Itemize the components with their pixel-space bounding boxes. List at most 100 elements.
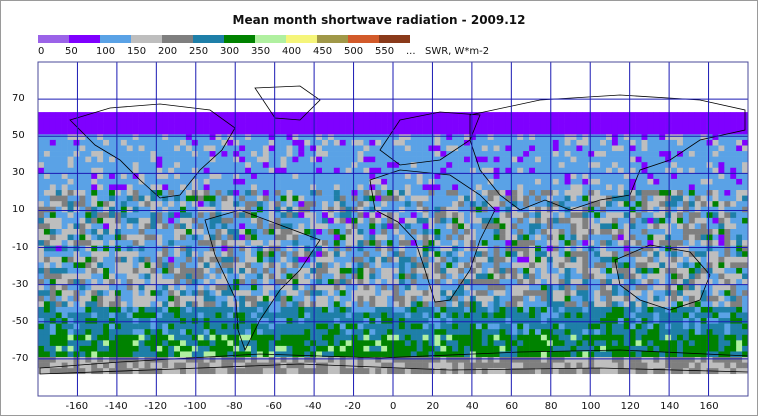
heatmap-cell xyxy=(316,301,323,308)
heatmap-cell xyxy=(387,295,394,302)
heatmap-cell xyxy=(505,190,512,196)
heatmap-cell xyxy=(523,301,530,308)
heatmap-cell xyxy=(546,262,554,269)
heatmap-cell xyxy=(564,128,571,135)
heatmap-cell xyxy=(736,145,743,152)
heatmap-cell xyxy=(688,256,696,263)
heatmap-cell xyxy=(256,184,264,191)
heatmap-cell xyxy=(156,329,163,336)
heatmap-cell xyxy=(475,256,483,263)
heatmap-cell xyxy=(594,178,601,185)
heatmap-cell xyxy=(742,312,749,319)
heatmap-cell xyxy=(156,340,163,347)
heatmap-cell xyxy=(464,128,471,135)
heatmap-cell xyxy=(109,217,116,224)
heatmap-cell xyxy=(706,251,713,258)
heatmap-cell xyxy=(594,190,601,196)
heatmap-cell xyxy=(730,318,737,324)
heatmap-cell xyxy=(635,190,642,196)
heatmap-cell xyxy=(55,256,62,263)
heatmap-cell xyxy=(493,112,500,118)
heatmap-cell xyxy=(736,306,743,313)
heatmap-cell xyxy=(103,262,110,269)
heatmap-cell xyxy=(185,301,193,308)
heatmap-cell xyxy=(126,301,133,308)
heatmap-cell xyxy=(499,201,506,208)
legend-label: ... xyxy=(406,46,416,57)
heatmap-cell xyxy=(251,139,258,146)
heatmap-cell xyxy=(487,267,494,274)
heatmap-cell xyxy=(588,190,595,196)
heatmap-cell xyxy=(564,151,571,157)
heatmap-cell xyxy=(718,151,725,157)
heatmap-cell xyxy=(286,301,293,308)
heatmap-cell xyxy=(700,206,707,213)
heatmap-cell xyxy=(688,195,696,202)
heatmap-cell xyxy=(274,323,281,330)
heatmap-cell xyxy=(280,217,287,224)
heatmap-cell xyxy=(316,173,323,180)
heatmap-cell xyxy=(262,195,270,202)
heatmap-cell xyxy=(481,184,488,191)
heatmap-cell xyxy=(180,312,187,319)
heatmap-cell xyxy=(393,256,400,263)
legend-swatch xyxy=(348,35,379,43)
heatmap-cell xyxy=(529,145,536,152)
heatmap-cell xyxy=(428,295,435,302)
heatmap-cell xyxy=(38,173,45,180)
heatmap-cell xyxy=(718,312,725,319)
heatmap-cell xyxy=(505,117,512,124)
heatmap-cell xyxy=(540,134,548,141)
heatmap-cell xyxy=(256,301,264,308)
heatmap-cell xyxy=(316,201,323,208)
heatmap-cell xyxy=(570,290,577,297)
heatmap-cell xyxy=(339,223,346,230)
heatmap-cell xyxy=(292,156,299,163)
heatmap-cell xyxy=(345,295,352,302)
heatmap-cell xyxy=(251,178,258,185)
heatmap-cell xyxy=(162,262,169,269)
heatmap-cell xyxy=(369,206,376,213)
heatmap-cell xyxy=(540,234,548,241)
heatmap-cell xyxy=(132,139,139,146)
heatmap-cell xyxy=(481,323,488,330)
heatmap-cell xyxy=(150,117,157,124)
heatmap-cell xyxy=(428,306,435,313)
heatmap-cell xyxy=(268,173,275,180)
heatmap-cell xyxy=(469,190,477,196)
heatmap-cell xyxy=(298,240,305,246)
heatmap-cell xyxy=(505,173,512,180)
heatmap-cell xyxy=(517,273,524,280)
heatmap-cell xyxy=(162,139,169,146)
heatmap-cell xyxy=(623,284,630,291)
heatmap-cell xyxy=(197,190,204,196)
heatmap-cell xyxy=(49,184,57,191)
heatmap-cell xyxy=(564,223,571,230)
heatmap-cell xyxy=(635,323,642,330)
heatmap-cell xyxy=(327,112,335,118)
heatmap-cell xyxy=(310,318,317,324)
heatmap-cell xyxy=(487,212,494,219)
heatmap-cell xyxy=(274,301,281,308)
heatmap-cell xyxy=(623,279,630,285)
heatmap-cell xyxy=(262,251,270,258)
heatmap-cell xyxy=(215,334,222,341)
heatmap-cell xyxy=(404,184,412,191)
heatmap-cell xyxy=(120,173,128,180)
heatmap-cell xyxy=(623,184,630,191)
heatmap-cell xyxy=(38,240,45,246)
heatmap-cell xyxy=(576,217,583,224)
heatmap-cell xyxy=(570,279,577,285)
heatmap-cell xyxy=(393,267,400,274)
heatmap-cell xyxy=(339,295,346,302)
heatmap-cell xyxy=(546,190,554,196)
heatmap-cell xyxy=(180,306,187,313)
heatmap-cell xyxy=(304,117,311,124)
heatmap-cell xyxy=(653,212,660,219)
heatmap-cell xyxy=(742,145,749,152)
heatmap-cell xyxy=(126,229,133,235)
heatmap-cell xyxy=(339,167,346,174)
heatmap-cell xyxy=(268,329,275,336)
heatmap-cell xyxy=(493,329,500,336)
heatmap-cell xyxy=(85,123,92,130)
